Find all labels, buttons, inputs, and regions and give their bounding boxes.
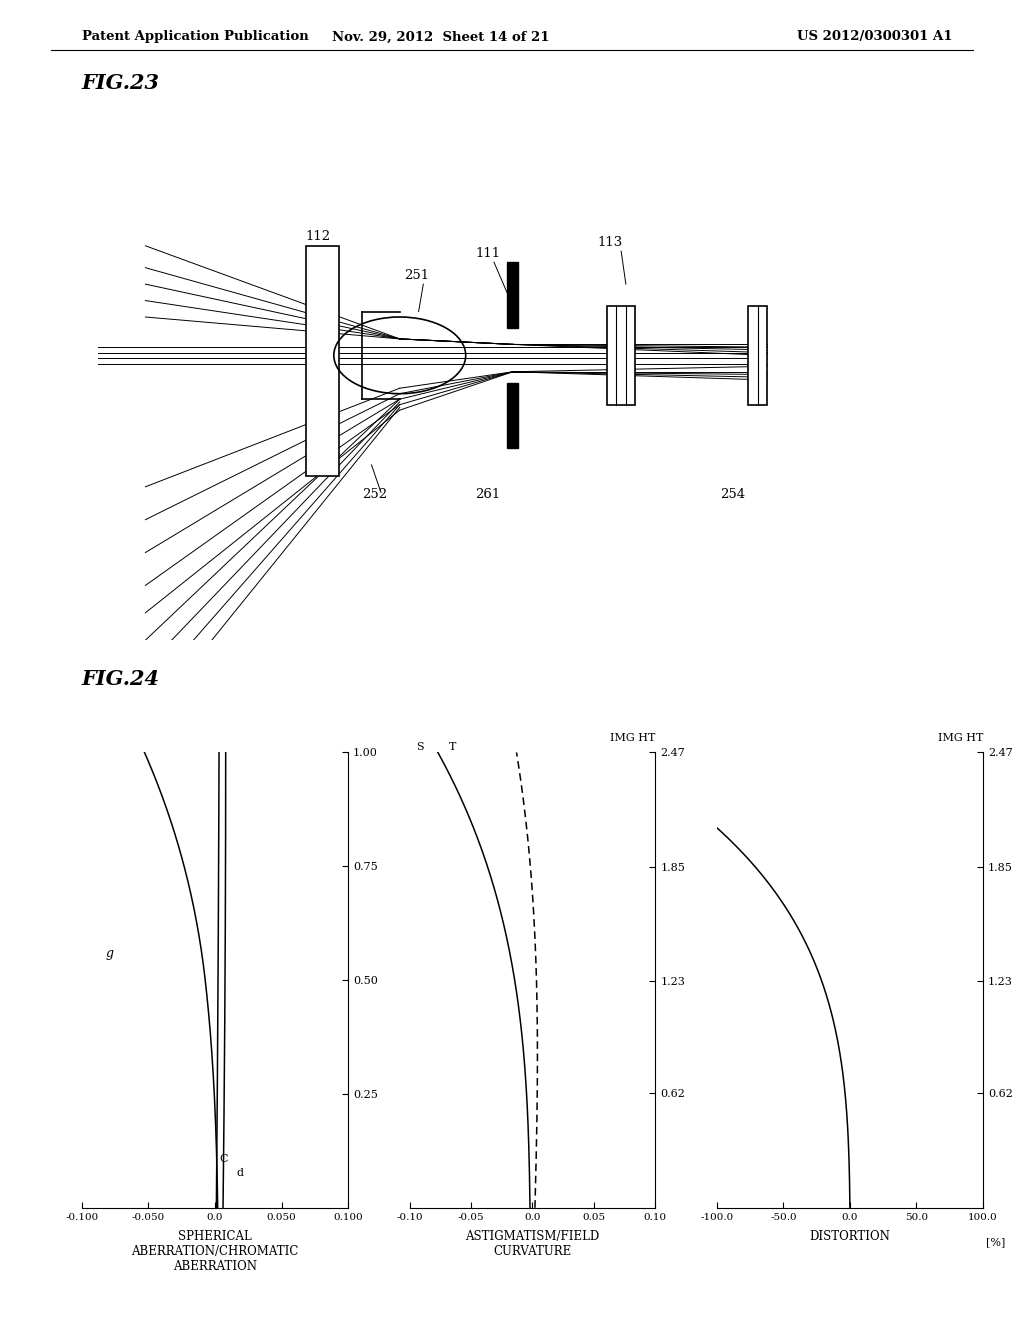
Bar: [607, 306, 635, 405]
Text: 261: 261: [475, 488, 501, 500]
Text: d: d: [237, 1168, 244, 1177]
Text: FIG.24: FIG.24: [82, 669, 160, 689]
Text: 252: 252: [362, 488, 387, 500]
X-axis label: SPHERICAL
ABERRATION/CHROMATIC
ABERRATION: SPHERICAL ABERRATION/CHROMATIC ABERRATIO…: [131, 1230, 299, 1272]
Text: 251: 251: [404, 269, 430, 281]
Bar: [507, 263, 518, 327]
Text: g: g: [105, 948, 114, 961]
Text: C: C: [219, 1154, 227, 1164]
Bar: [507, 383, 518, 449]
Text: Nov. 29, 2012  Sheet 14 of 21: Nov. 29, 2012 Sheet 14 of 21: [332, 30, 549, 44]
Text: 113: 113: [598, 236, 623, 248]
Text: 112: 112: [305, 230, 331, 243]
Text: [%]: [%]: [986, 1237, 1006, 1247]
X-axis label: ASTIGMATISM/FIELD
CURVATURE: ASTIGMATISM/FIELD CURVATURE: [465, 1230, 600, 1258]
Text: FIG.23: FIG.23: [82, 73, 160, 92]
Text: S: S: [416, 742, 423, 752]
Text: 111: 111: [475, 247, 501, 260]
Text: IMG HT: IMG HT: [938, 734, 983, 743]
Text: T: T: [449, 742, 457, 752]
Bar: [305, 246, 339, 475]
X-axis label: DISTORTION: DISTORTION: [810, 1230, 890, 1243]
Bar: [749, 306, 767, 405]
Text: Patent Application Publication: Patent Application Publication: [82, 30, 308, 44]
Text: 254: 254: [720, 488, 745, 500]
Text: US 2012/0300301 A1: US 2012/0300301 A1: [797, 30, 952, 44]
Text: IMG HT: IMG HT: [610, 734, 655, 743]
